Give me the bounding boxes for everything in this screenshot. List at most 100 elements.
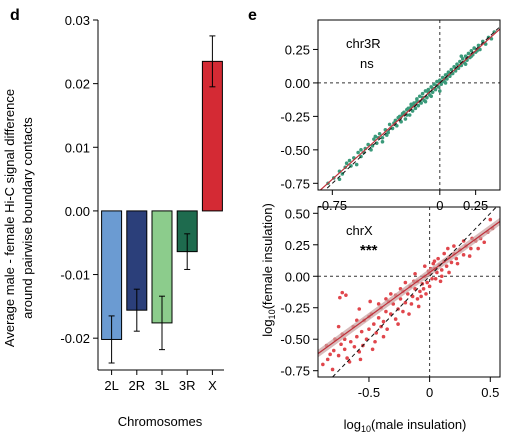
bar-xtick-label: 2R <box>128 378 145 393</box>
scatter-point <box>337 177 342 182</box>
scatter-point <box>381 334 386 339</box>
scatter-point <box>376 316 381 320</box>
scatter-ytick-label: -0.25 <box>280 109 310 124</box>
scatter-point <box>454 256 459 261</box>
scatter-xtick-label: 0.5 <box>481 385 499 400</box>
scatter-point <box>469 48 474 53</box>
scatter-point <box>427 284 432 289</box>
scatter-xlabel: log10(male insulation) <box>344 417 467 434</box>
scatter-point <box>421 287 426 291</box>
scatter-point <box>355 334 359 339</box>
bar-ytick-label: -0.01 <box>60 268 90 283</box>
scatter-point <box>389 292 393 296</box>
scatter-point <box>452 244 456 248</box>
scatter-point <box>330 367 335 372</box>
scatter-point <box>338 295 342 300</box>
scatter-point <box>418 289 422 294</box>
scatter-point <box>358 357 363 362</box>
scatter-point <box>449 67 454 72</box>
scatter-point <box>472 46 477 50</box>
scatter-plot-area <box>318 20 500 190</box>
scatter-point <box>466 51 471 56</box>
scatter-point <box>357 307 362 311</box>
scatter-xtick-label: -0.5 <box>358 385 380 400</box>
scatter-point <box>423 99 428 104</box>
panel-label-d: d <box>10 7 20 24</box>
scatter-point <box>368 299 372 304</box>
significance-label: ns <box>360 56 374 71</box>
scatter-point <box>455 62 459 66</box>
scatter-point <box>431 261 436 266</box>
scatter-point <box>419 294 423 299</box>
scatter-point <box>469 246 473 251</box>
scatter-ytick-label: -0.75 <box>280 364 310 379</box>
scatter-point <box>354 162 359 167</box>
bar-ytick-label: -0.02 <box>60 331 90 346</box>
scatter-point <box>460 57 465 61</box>
scatter-ytick-label: -0.75 <box>280 176 310 191</box>
scatter-point <box>325 357 330 362</box>
scatter-point <box>488 217 493 222</box>
significance-label: *** <box>360 242 378 259</box>
bar-xtick-label: X <box>208 378 217 393</box>
scatter-panel-chr3r: 0.25 0.00 -0.25 -0.50 -0.75 -0.75 0 0.25 chr3R ns <box>280 19 501 213</box>
scatter-point <box>331 348 336 353</box>
identity-line <box>324 26 500 190</box>
scatter-point <box>415 97 419 101</box>
scatter-point <box>430 90 435 95</box>
scatter-point <box>401 309 405 314</box>
bar-ytick-label: 0.02 <box>65 77 90 92</box>
scatter-point <box>347 158 352 163</box>
scatter-point <box>367 327 371 331</box>
scatter-ytick-label: -0.50 <box>280 332 310 347</box>
scatter-point <box>433 87 438 92</box>
scatter-point <box>455 261 460 266</box>
scatter-point <box>426 87 431 92</box>
scatter-point <box>372 137 376 141</box>
scatter-point <box>425 95 429 100</box>
scatter-point <box>461 253 466 257</box>
scatter-point <box>387 122 392 127</box>
scatter-point <box>412 101 416 105</box>
scatter-point <box>403 117 408 121</box>
bar-chart-xlabel: Chromosomes <box>118 414 203 429</box>
scatter-point <box>405 107 409 112</box>
scatter-point <box>370 347 375 352</box>
scatter-plot-area <box>318 207 500 377</box>
scatter-point <box>443 81 448 85</box>
scatter-xtick-label: 0 <box>426 385 433 400</box>
scatter-point <box>380 140 385 144</box>
scatter-point <box>476 246 480 251</box>
scatter-point <box>432 82 436 87</box>
scatter-point <box>396 322 400 326</box>
scatter-point <box>352 344 357 349</box>
scatter-point <box>444 264 449 268</box>
scatter-point <box>459 54 464 58</box>
scatter-panel-name: chrX <box>346 223 373 238</box>
scatter-point <box>416 103 421 108</box>
scatter-ytick-label: -0.50 <box>280 143 310 158</box>
scatter-panel-chrx: 0.500.250.00-0.25-0.50-0.75-0.5 0 0.5chrX*… <box>280 206 501 400</box>
scatter-point <box>478 47 482 52</box>
bar-xtick-label: 3R <box>179 378 196 393</box>
scatter-point <box>422 264 427 268</box>
scatter-ytick-label: 0.00 <box>285 269 310 284</box>
scatter-point <box>340 290 345 295</box>
scatter-point <box>463 62 468 66</box>
scatter-point <box>407 113 412 117</box>
bar-xtick-label: 3L <box>155 378 169 393</box>
bar-xtick-label: 2L <box>104 378 118 393</box>
scatter-point <box>359 148 363 152</box>
scatter-frame <box>317 206 501 378</box>
scatter-point <box>336 324 341 329</box>
scatter-point <box>410 109 415 113</box>
scatter-point <box>439 274 444 279</box>
scatter-point <box>384 309 388 314</box>
scatter-point <box>344 293 348 297</box>
scatter-ytick-label: 0.50 <box>285 206 310 221</box>
scatter-point <box>429 94 434 99</box>
scatter-point <box>438 279 443 284</box>
scatter-point <box>376 302 381 306</box>
scatter-xtick-label: -0.75 <box>318 198 348 213</box>
